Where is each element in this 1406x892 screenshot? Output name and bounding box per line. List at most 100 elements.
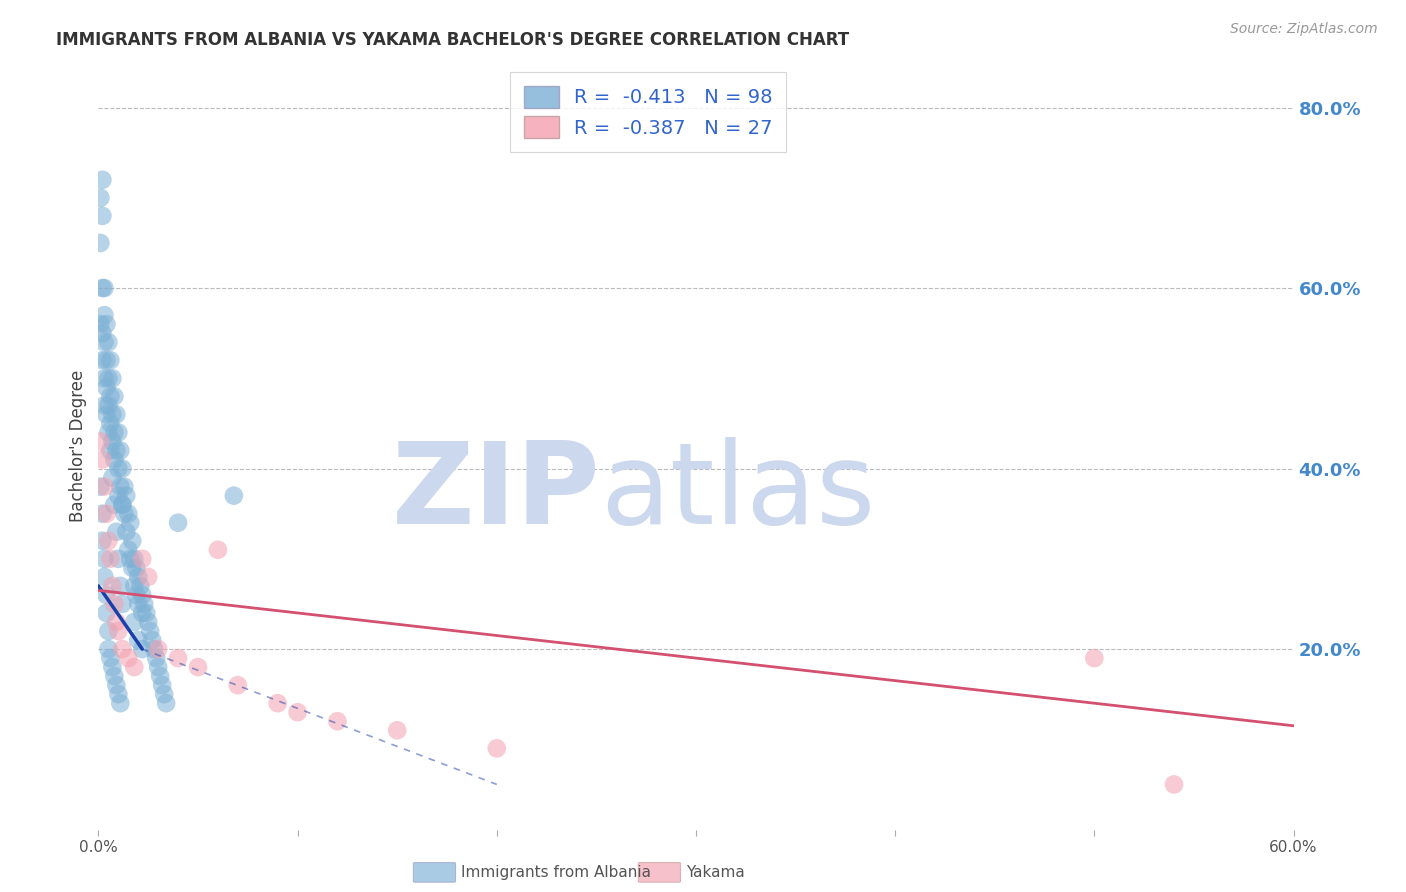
Point [120,551,142,566]
Point [105,524,128,539]
Point [96,606,118,620]
Point [150,678,173,692]
Point [93,308,115,322]
Point [93,371,115,385]
Text: atlas: atlas [600,436,876,548]
Point [125,588,148,602]
Point [112,480,135,494]
Point [93,480,115,494]
Point [110,443,132,458]
Point [97,398,120,412]
Point [103,669,125,683]
Point [134,597,156,611]
Point [91,507,114,521]
Point [124,660,146,674]
Point [107,489,129,503]
Point [141,633,163,648]
Point [136,615,159,629]
Point [167,651,190,665]
Point [93,281,115,295]
Point [111,461,134,475]
Point [89,434,111,449]
Point [97,624,120,638]
Point [117,651,139,665]
Point [97,335,120,350]
Point [101,579,124,593]
Point [117,507,139,521]
Point [148,660,170,674]
Point [89,480,111,494]
Point [139,624,162,638]
Point [91,281,114,295]
Point [124,579,146,593]
Point [97,425,120,440]
Point [155,696,177,710]
Point [89,235,111,250]
Point [131,588,153,602]
Point [91,173,114,187]
Point [111,642,134,657]
Point [127,633,149,648]
Point [127,597,149,611]
Point [97,642,120,657]
Point [103,498,125,512]
Point [96,353,118,368]
Point [96,317,118,331]
Point [107,425,129,440]
Point [107,687,129,701]
Point [98,417,122,431]
Point [135,606,157,620]
Point [107,551,129,566]
Point [110,480,132,494]
Point [98,651,122,665]
Point [287,705,309,719]
Point [267,696,290,710]
Point [115,524,138,539]
Point [105,678,128,692]
Point [124,551,146,566]
Point [485,741,508,756]
Point [131,642,153,657]
Point [93,570,115,584]
Y-axis label: Bachelor's Degree: Bachelor's Degree [69,370,87,522]
Point [96,507,118,521]
Point [96,408,118,422]
Point [97,371,120,385]
Point [101,371,124,385]
Point [101,660,124,674]
Point [91,326,114,341]
Point [1083,651,1105,665]
Point [93,335,115,350]
Point [105,408,128,422]
Point [222,489,245,503]
Point [110,579,132,593]
Point [93,398,115,412]
Point [105,615,128,629]
Point [98,353,122,368]
Point [98,443,122,458]
Point [107,624,129,638]
Point [121,561,143,575]
Point [98,551,122,566]
Point [120,516,142,530]
Point [111,597,134,611]
Point [207,542,229,557]
Text: ZIP: ZIP [392,436,600,548]
Point [115,489,138,503]
Point [89,317,111,331]
Point [129,579,152,593]
Point [110,696,132,710]
Point [98,389,122,403]
Text: Source: ZipAtlas.com: Source: ZipAtlas.com [1230,22,1378,37]
Point [91,209,114,223]
Point [167,516,190,530]
Point [103,425,125,440]
Point [103,452,125,467]
Point [101,470,124,484]
Legend: R =  -0.413   N = 98, R =  -0.387   N = 27: R = -0.413 N = 98, R = -0.387 N = 27 [510,72,786,152]
Point [103,597,125,611]
Point [91,452,114,467]
Point [124,615,146,629]
Point [107,461,129,475]
Point [385,723,409,738]
